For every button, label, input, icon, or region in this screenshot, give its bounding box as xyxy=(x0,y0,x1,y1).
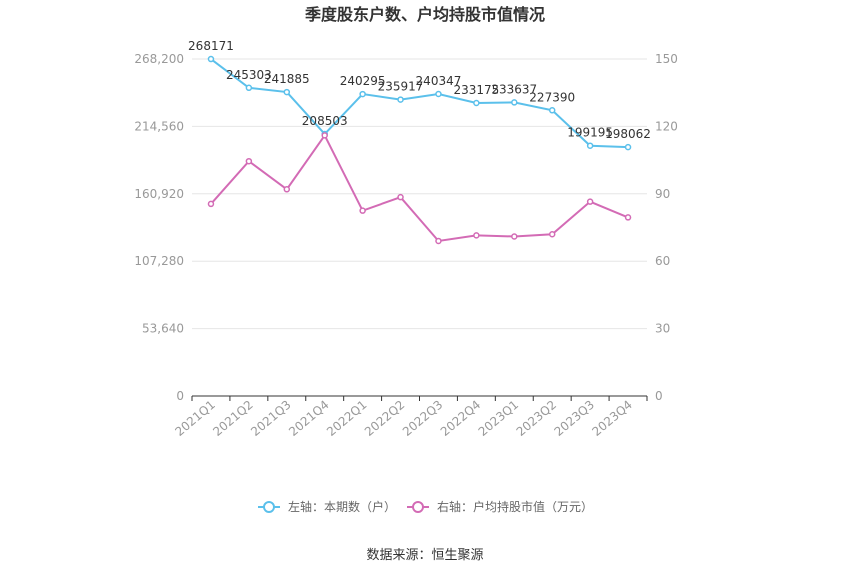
x-tick-label: 2023Q4 xyxy=(589,398,634,439)
series-right xyxy=(207,132,632,245)
source-note: 数据来源：恒生聚源 xyxy=(366,548,483,563)
y-left-tick-label: 107,280 xyxy=(134,254,184,268)
x-axis: 2021Q12021Q22021Q32021Q42022Q12022Q22022… xyxy=(172,395,648,439)
data-point xyxy=(359,90,366,98)
data-label: 198062 xyxy=(605,127,651,141)
data-point xyxy=(548,107,556,114)
data-label: 227390 xyxy=(529,90,575,104)
data-point xyxy=(624,214,632,221)
data-label: 235917 xyxy=(378,80,424,94)
y-left-tick-label: 214,560 xyxy=(134,119,184,133)
y-right-tick-label: 90 xyxy=(655,187,670,201)
y-left-tick-label: 0 xyxy=(176,389,184,403)
y-right-tick-label: 0 xyxy=(655,389,663,403)
x-tick-label: 2022Q1 xyxy=(324,398,369,439)
y-right-tick-label: 30 xyxy=(655,322,670,336)
data-point xyxy=(473,232,480,239)
data-label: 208503 xyxy=(302,114,348,128)
x-tick-label: 2022Q4 xyxy=(438,398,483,439)
data-point xyxy=(435,90,442,98)
data-point xyxy=(283,186,291,193)
data-label: 240347 xyxy=(416,74,462,88)
y-left-tick-label: 160,920 xyxy=(134,187,184,201)
x-tick-label: 2021Q2 xyxy=(210,398,255,439)
data-point xyxy=(283,88,291,96)
legend-label: 左轴：本期数（户） xyxy=(288,499,396,514)
legend[interactable]: 左轴：本期数（户） 右轴：户均持股市值（万元） xyxy=(258,499,593,514)
data-point xyxy=(207,55,215,63)
data-label: 199195 xyxy=(567,126,613,140)
series-line xyxy=(210,133,629,243)
series-line xyxy=(210,58,629,149)
data-label: 233175 xyxy=(453,83,499,97)
right-axis: 0 30 60 90 120 150 xyxy=(655,52,678,403)
chart-title: 季度股东户数、户均持股市值情况 xyxy=(304,5,545,24)
x-tick-label: 2022Q2 xyxy=(362,398,407,439)
data-label: 268171 xyxy=(188,39,234,53)
data-point xyxy=(511,233,518,240)
data-point xyxy=(245,157,253,165)
data-point xyxy=(435,237,442,245)
data-point xyxy=(548,230,556,238)
x-tick-label: 2021Q3 xyxy=(248,398,293,439)
x-tick-label: 2022Q3 xyxy=(400,398,445,439)
data-label: 241885 xyxy=(264,72,310,86)
legend-marker xyxy=(263,501,275,513)
data-label: 240295 xyxy=(340,74,386,88)
y-left-tick-label: 53,640 xyxy=(142,322,184,336)
grid xyxy=(192,58,647,330)
x-tick-label: 2021Q1 xyxy=(172,398,217,439)
data-point xyxy=(321,132,328,139)
x-tick-label: 2023Q3 xyxy=(552,398,597,439)
data-point xyxy=(473,99,480,107)
left-axis: 0 53,640 107,280 160,920 214,560 268,200 xyxy=(134,52,184,403)
data-point xyxy=(586,198,594,205)
x-tick-label: 2023Q2 xyxy=(514,398,559,439)
data-point xyxy=(207,200,215,208)
data-point xyxy=(245,84,253,92)
data-label: 245303 xyxy=(226,68,272,82)
legend-marker xyxy=(412,501,424,513)
data-point xyxy=(624,143,632,151)
legend-label: 右轴：户均持股市值（万元） xyxy=(437,499,593,514)
legend-item[interactable]: 右轴：户均持股市值（万元） xyxy=(407,499,593,514)
data-point xyxy=(586,142,594,149)
y-right-tick-label: 60 xyxy=(655,254,670,268)
x-tick-label: 2023Q1 xyxy=(476,398,521,439)
y-right-tick-label: 120 xyxy=(655,119,678,133)
data-point xyxy=(511,99,518,106)
data-label: 233637 xyxy=(491,82,537,96)
y-right-tick-label: 150 xyxy=(655,52,678,66)
x-tick-label: 2021Q4 xyxy=(286,398,331,439)
data-point xyxy=(359,207,366,214)
legend-item[interactable]: 左轴：本期数（户） xyxy=(258,499,396,514)
data-point xyxy=(397,193,404,201)
data-point xyxy=(397,96,404,103)
y-left-tick-label: 268,200 xyxy=(134,52,184,66)
